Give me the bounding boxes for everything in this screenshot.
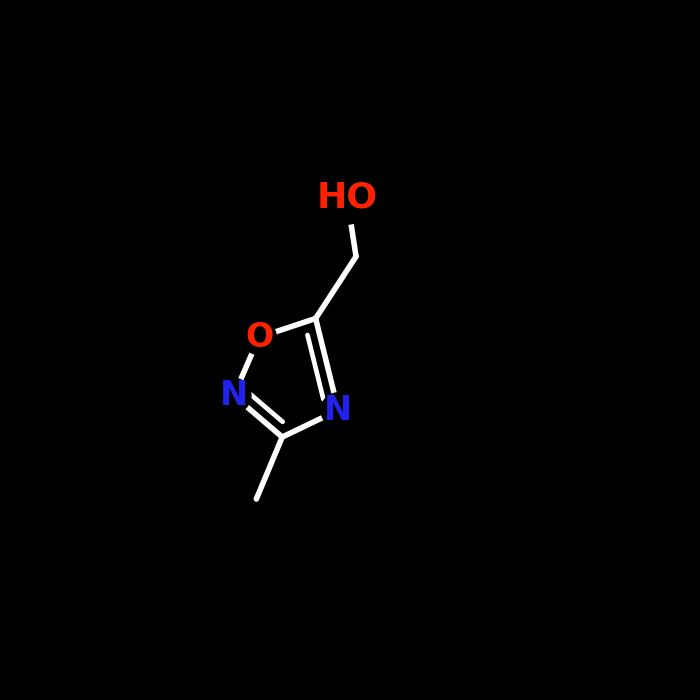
Text: O: O — [245, 321, 273, 354]
Circle shape — [216, 378, 251, 413]
Circle shape — [321, 393, 356, 427]
Text: HO: HO — [316, 180, 377, 214]
Circle shape — [320, 170, 374, 224]
Text: N: N — [324, 393, 352, 426]
Circle shape — [241, 320, 276, 355]
Text: N: N — [220, 379, 248, 412]
